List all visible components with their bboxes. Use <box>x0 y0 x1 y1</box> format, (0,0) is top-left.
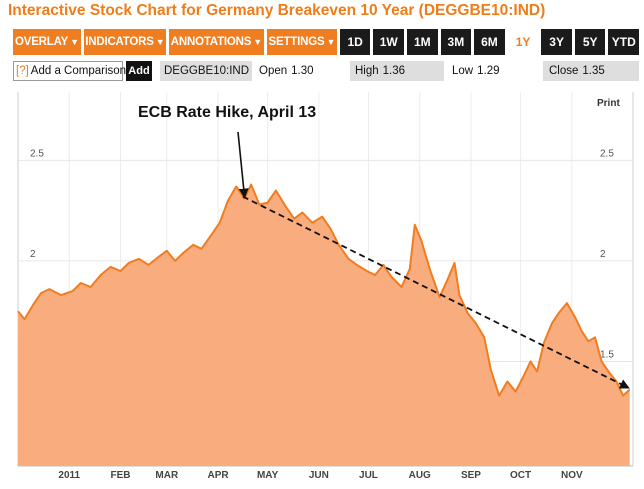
y-tick-label-right: 2 <box>600 249 606 260</box>
annotations-menu-button[interactable]: ANNOTATIONS ▼ <box>168 29 264 55</box>
close-value: 1.35 <box>582 65 605 77</box>
x-tick-label: APR <box>207 470 229 481</box>
high-quote: High 1.36 <box>350 61 444 81</box>
print-link[interactable]: Print <box>597 98 620 109</box>
low-label: Low <box>452 65 474 77</box>
high-value: 1.36 <box>382 65 406 77</box>
dropdown-arrow-icon: ▼ <box>70 37 79 47</box>
x-tick-label: SEP <box>461 470 481 481</box>
x-tick-label: FEB <box>111 470 131 481</box>
range-button-ytd[interactable]: YTD <box>608 29 640 55</box>
close-quote: Close 1.35 <box>543 61 639 81</box>
x-tick-label: OCT <box>510 470 531 481</box>
x-tick-label: JUL <box>359 470 378 481</box>
dropdown-arrow-icon: ▼ <box>253 37 262 47</box>
overlay-menu-button[interactable]: OVERLAY ▼ <box>13 29 81 55</box>
quote-row: [?] Add a Comparison Add DEGGBE10:IND Op… <box>13 61 639 81</box>
range-button-1y[interactable]: 1Y <box>507 29 539 55</box>
indicators-menu-label: INDICATORS <box>85 36 154 48</box>
chart-toolbar: OVERLAY ▼ INDICATORS ▼ ANNOTATIONS ▼ SET… <box>13 29 640 55</box>
indicators-menu-button[interactable]: INDICATORS ▼ <box>83 29 166 55</box>
add-comparison-button[interactable]: Add <box>126 61 152 81</box>
trend-line-arrow <box>242 195 630 389</box>
high-label: High <box>355 65 379 77</box>
comparison-placeholder: Add a Comparison <box>30 65 127 77</box>
open-quote: Open 1.30 <box>259 61 349 81</box>
range-button-1d[interactable]: 1D <box>339 29 371 55</box>
dropdown-arrow-icon: ▼ <box>326 37 336 47</box>
annotation-label: ECB Rate Hike, April 13 <box>138 104 317 121</box>
range-button-1m[interactable]: 1M <box>407 29 438 55</box>
comparison-input[interactable]: [?] Add a Comparison <box>13 61 127 81</box>
page-title: Interactive Stock Chart for Germany Brea… <box>8 2 546 19</box>
x-tick-label: AUG <box>409 470 431 481</box>
low-quote: Low 1.29 <box>452 61 542 81</box>
x-tick-label: 2011 <box>58 470 80 481</box>
range-button-5y[interactable]: 5Y <box>574 29 606 55</box>
dropdown-arrow-icon: ▼ <box>155 37 165 47</box>
y-tick-label-left: 2.5 <box>30 148 44 159</box>
open-value: 1.30 <box>291 65 314 77</box>
help-icon[interactable]: [?] <box>16 65 29 77</box>
y-tick-label-left: 2 <box>30 249 36 260</box>
y-tick-label-right: 1.5 <box>600 349 614 360</box>
range-button-3y[interactable]: 3Y <box>541 29 572 55</box>
annotations-menu-label: ANNOTATIONS <box>170 36 252 48</box>
close-label: Close <box>549 65 579 77</box>
range-button-1w[interactable]: 1W <box>373 29 405 55</box>
range-button-3m[interactable]: 3M <box>440 29 472 55</box>
annotation-arrow <box>237 131 249 199</box>
low-value: 1.29 <box>477 65 500 77</box>
price-line <box>17 183 631 397</box>
x-tick-label: MAY <box>257 470 279 481</box>
settings-menu-label: SETTINGS <box>268 36 325 48</box>
price-area <box>18 184 630 466</box>
x-tick-label: NOV <box>561 470 583 481</box>
x-tick-label: JUN <box>309 470 329 481</box>
settings-menu-button[interactable]: SETTINGS ▼ <box>266 29 337 55</box>
y-tick-label-right: 2.5 <box>600 148 614 159</box>
overlay-menu-label: OVERLAY <box>15 36 69 48</box>
range-button-6m[interactable]: 6M <box>474 29 505 55</box>
open-label: Open <box>259 65 288 77</box>
ticker-symbol: DEGGBE10:IND <box>160 61 252 81</box>
x-tick-label: MAR <box>155 470 179 481</box>
